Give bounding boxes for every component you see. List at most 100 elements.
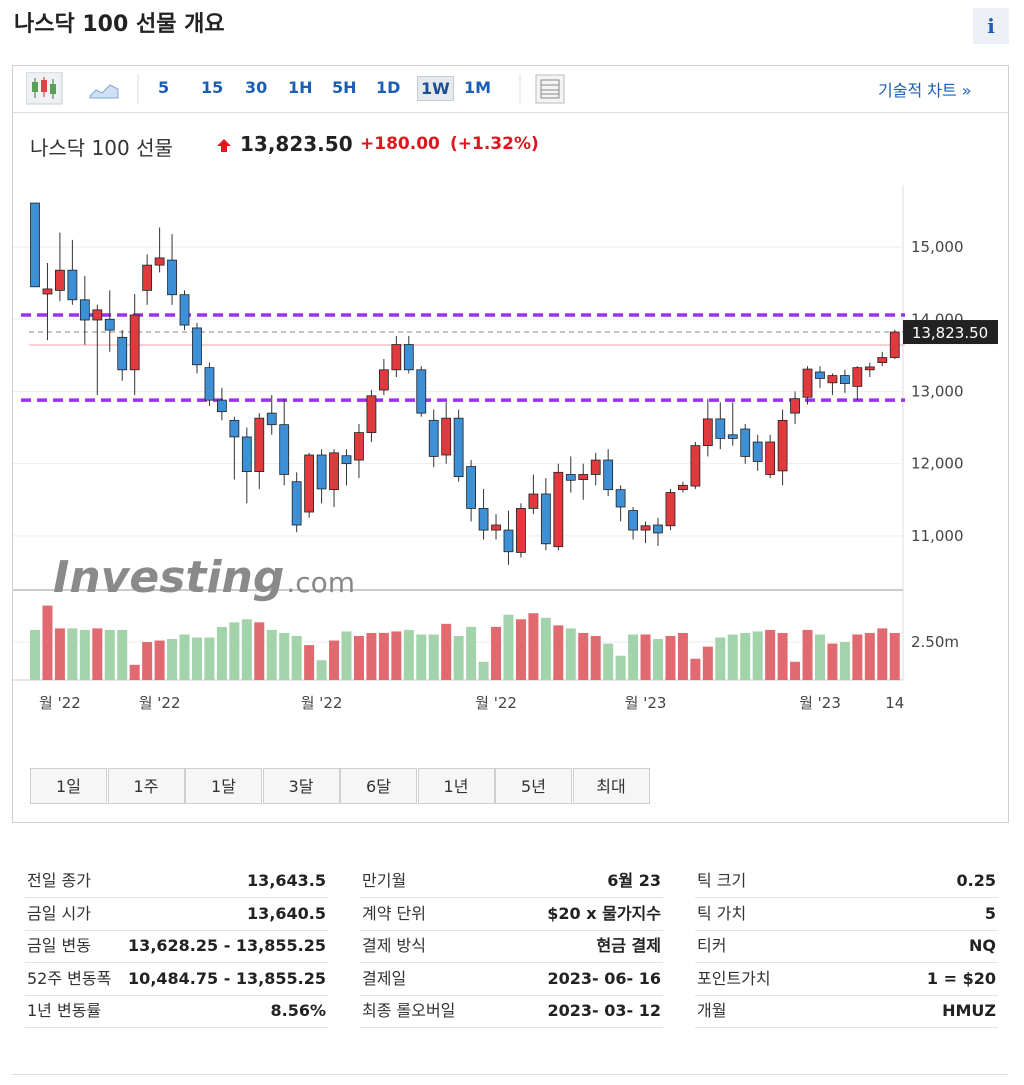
- volume-bar: [777, 632, 788, 680]
- range-button[interactable]: 1주: [107, 768, 185, 804]
- interval-button[interactable]: 5: [158, 78, 170, 97]
- candle-body: [840, 375, 850, 384]
- table-icon[interactable]: [535, 74, 565, 104]
- candle-body: [441, 417, 452, 456]
- volume-bar: [179, 634, 190, 680]
- row-label: 계약 단위: [362, 903, 426, 923]
- range-button[interactable]: 1일: [30, 768, 107, 804]
- interval-button[interactable]: 1M: [464, 78, 492, 97]
- line-icon[interactable]: [89, 84, 119, 99]
- volume-bar: [478, 661, 489, 680]
- candle-body: [590, 459, 601, 475]
- candle-body: [827, 375, 838, 384]
- row-value: HMUZ: [942, 1001, 996, 1020]
- candle-body: [640, 525, 651, 531]
- range-button[interactable]: 최대: [572, 768, 650, 804]
- interval-button[interactable]: 1H: [288, 78, 313, 97]
- volume-bar: [628, 634, 639, 680]
- volume-bar: [117, 629, 128, 680]
- volume-bar: [889, 632, 900, 680]
- table-row: 티커 NQ: [695, 930, 998, 963]
- candle-body: [316, 454, 327, 490]
- volume-bar: [167, 639, 178, 680]
- candle-body: [790, 398, 800, 414]
- row-label: 금일 시가: [27, 903, 91, 923]
- range-button[interactable]: 1년: [417, 768, 495, 804]
- volume-bar: [590, 635, 601, 680]
- candle-body: [154, 257, 165, 266]
- toolbar: [13, 66, 1008, 113]
- volume-bar: [578, 632, 589, 680]
- table-row: 결제일 2023- 06- 16: [360, 963, 663, 996]
- candle-body: [42, 288, 53, 295]
- volume-bar: [491, 626, 502, 680]
- table-row: 52주 변동폭 10,484.75 - 13,855.25: [25, 963, 328, 996]
- row-label: 결제일: [362, 968, 407, 988]
- volume-bar: [254, 622, 265, 680]
- candle-body: [715, 418, 726, 439]
- candle-body: [428, 419, 439, 457]
- candle-icon[interactable]: [26, 72, 63, 105]
- interval-button[interactable]: 30: [245, 78, 268, 97]
- volume-bar: [765, 629, 776, 680]
- row-value: 1 = $20: [926, 968, 996, 988]
- x-tick-label: 월 '23: [625, 694, 667, 712]
- candle-body: [864, 366, 875, 371]
- interval-button[interactable]: 1D: [376, 78, 401, 97]
- volume-bar: [229, 622, 240, 680]
- volume-bar: [453, 635, 464, 680]
- interval-button[interactable]: 1W: [417, 76, 454, 101]
- candle-body: [528, 493, 539, 509]
- candle-body: [765, 441, 776, 475]
- volume-bar: [316, 660, 327, 680]
- range-button[interactable]: 5년: [495, 768, 572, 804]
- quote-price: 13,823.50: [240, 132, 353, 156]
- volume-bar: [540, 617, 551, 680]
- volume-bar: [877, 628, 888, 680]
- volume-bar: [30, 629, 40, 680]
- quote-change: +180.00: [360, 134, 440, 154]
- row-value: 2023- 03- 12: [547, 1001, 661, 1020]
- interval-button[interactable]: 5H: [332, 78, 357, 97]
- volume-bar: [67, 628, 78, 680]
- volume-bar: [291, 635, 302, 680]
- interval-button[interactable]: 15: [201, 78, 224, 97]
- candle-body: [852, 367, 863, 387]
- range-button[interactable]: 6달: [340, 768, 417, 804]
- range-button[interactable]: 1달: [185, 768, 262, 804]
- row-label: 52주 변동폭: [27, 968, 112, 988]
- range-button[interactable]: 3달: [262, 768, 340, 804]
- candle-body: [79, 299, 90, 321]
- volume-bar: [304, 645, 315, 680]
- candle-body: [204, 367, 215, 401]
- candle-body: [229, 419, 240, 438]
- volume-bar: [715, 637, 726, 680]
- table-row: 전일 종가 13,643.5: [25, 865, 328, 898]
- volume-bar: [864, 632, 875, 680]
- table-row: 금일 변동 13,628.25 - 13,855.25: [25, 930, 328, 963]
- volume-bar: [690, 658, 701, 680]
- volume-bar: [503, 614, 514, 680]
- info-button[interactable]: i: [973, 8, 1009, 44]
- table-row: 틱 가치 5: [695, 898, 998, 931]
- technical-chart-link[interactable]: 기술적 차트 »: [878, 81, 972, 100]
- candle-body: [216, 399, 227, 413]
- volume-bar: [615, 655, 626, 680]
- candle-body: [565, 474, 576, 481]
- volume-bar: [553, 625, 564, 680]
- candle-body: [192, 327, 202, 366]
- row-value: 10,484.75 - 13,855.25: [128, 968, 326, 988]
- candle-body: [391, 344, 402, 371]
- table-row: 금일 시가 13,640.5: [25, 898, 328, 931]
- row-label: 전일 종가: [27, 871, 91, 890]
- y-tick-label: 12,000: [911, 455, 964, 473]
- volume-bar: [129, 664, 140, 680]
- volume-bar: [640, 634, 651, 680]
- volume-bar: [154, 640, 165, 680]
- volume-bar: [702, 646, 713, 680]
- volume-bar: [852, 634, 863, 680]
- candle-body: [117, 336, 128, 371]
- candle-body: [516, 508, 526, 553]
- x-tick-label: 월 '22: [39, 694, 81, 712]
